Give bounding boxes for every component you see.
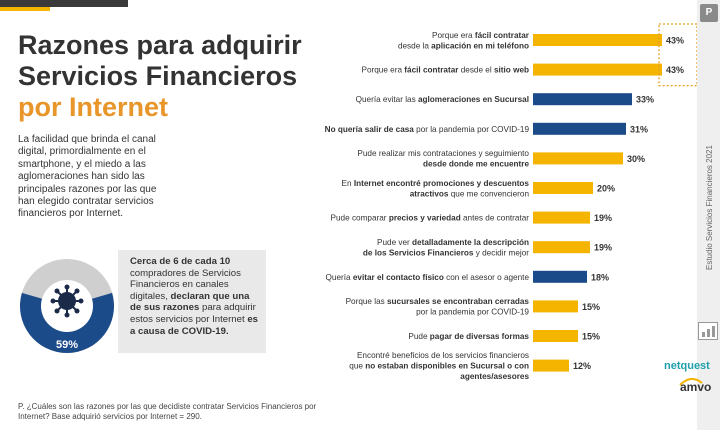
callout-box [118, 250, 266, 353]
bar-category-label-4: No quería salir de casa por la pandemia … [325, 125, 530, 134]
bar-2 [533, 63, 662, 76]
bar-4 [533, 122, 626, 135]
callout-bold-a: Cerca de 6 de cada 10 [130, 256, 231, 267]
top-values-highlight [658, 23, 698, 87]
bar-1 [533, 34, 662, 46]
bar-5 [533, 152, 623, 165]
bar-category-label-12: Encontré beneficios de los servicios fin… [349, 351, 529, 381]
bar-7 [533, 211, 590, 224]
callout-text-b: compradores de Servicios Financieros en … [130, 267, 241, 302]
bar-category-label-7: Pude comparar precios y variedad antes d… [331, 214, 530, 223]
bar-category-label-11: Pude pagar de diversas formas [408, 332, 529, 341]
virus-icon [50, 284, 84, 318]
bar-category-label-10: Porque las sucursales se encontraban cer… [346, 297, 530, 317]
donut-percent-label: 59% [56, 339, 78, 351]
title-line-2: Servicios Financieros [18, 61, 298, 91]
bar-3 [533, 93, 632, 106]
reasons-bar-chart: 43% Porque era fácil contratar desde la ap… [325, 23, 698, 381]
footnote: P. ¿Cuáles son las razones por las que d… [18, 402, 317, 421]
bar-category-label-5: Pude realizar mis contrataciones y segui… [357, 149, 529, 169]
callout-bold-e: es a causa de COVID-19. [130, 313, 258, 337]
callout-bold-c: declaran que una de sus razones [130, 290, 250, 314]
bar-value-label-5: 30% [627, 154, 645, 164]
bar-value-label-9: 18% [591, 272, 609, 282]
bar-value-label-6: 20% [597, 184, 615, 194]
callout-text-d: para adquirir estos servicios por Intern… [130, 302, 256, 325]
amvo-logo-arc [679, 378, 703, 386]
top-accent-bar-yellow [0, 7, 50, 11]
bar-value-label-12: 12% [573, 361, 591, 371]
bar-value-label-10: 15% [582, 302, 600, 312]
bar-value-label-8: 19% [594, 243, 612, 253]
title-line-1: Razones para adquirir [18, 30, 302, 60]
bar-value-label-1: 43% [666, 36, 684, 46]
callout-text: Cerca de 6 de cada 10 compradores de Ser… [130, 256, 262, 337]
bar-category-label-9: Quería evitar el contacto físico con el … [326, 273, 530, 282]
bar-value-label-11: 15% [582, 332, 600, 342]
netquest-logo: netquest [664, 360, 710, 372]
title-line-3: por Internet [18, 92, 169, 122]
study-vertical-label: Estudio Servicios Financieros 2021 [705, 145, 714, 270]
bar-category-label-3: Quería evitar las aglomeraciones en Sucu… [356, 95, 529, 104]
covid-donut-chart: 59% [20, 259, 114, 353]
bar-11 [533, 330, 578, 342]
bar-category-label-8: Pude ver detalladamente la descripción de… [363, 238, 529, 258]
page-title: Razones para adquirir Servicios Financie… [18, 30, 318, 123]
bar-category-label-2: Porque era fácil contratar desde el siti… [362, 66, 530, 75]
p-badge: P [700, 4, 718, 22]
amvo-logo: amvo [680, 380, 712, 394]
bar-12 [533, 359, 569, 372]
top-accent-bar [0, 0, 128, 7]
bar-8 [533, 241, 590, 254]
bar-value-label-2: 43% [666, 65, 684, 75]
bar-10 [533, 300, 578, 313]
bar-value-label-4: 31% [630, 124, 648, 134]
bar-value-label-7: 19% [594, 213, 612, 223]
chart-icon [698, 322, 718, 340]
bar-category-label-1: Porque era fácil contratar desde la aplic… [398, 31, 530, 51]
bar-6 [533, 182, 593, 194]
bar-value-label-3: 33% [636, 95, 654, 105]
bar-9 [533, 270, 587, 283]
intro-text: La facilidad que brinda el canal digital… [18, 134, 157, 220]
bar-category-label-6: En Internet encontré promociones y descu… [342, 179, 530, 199]
